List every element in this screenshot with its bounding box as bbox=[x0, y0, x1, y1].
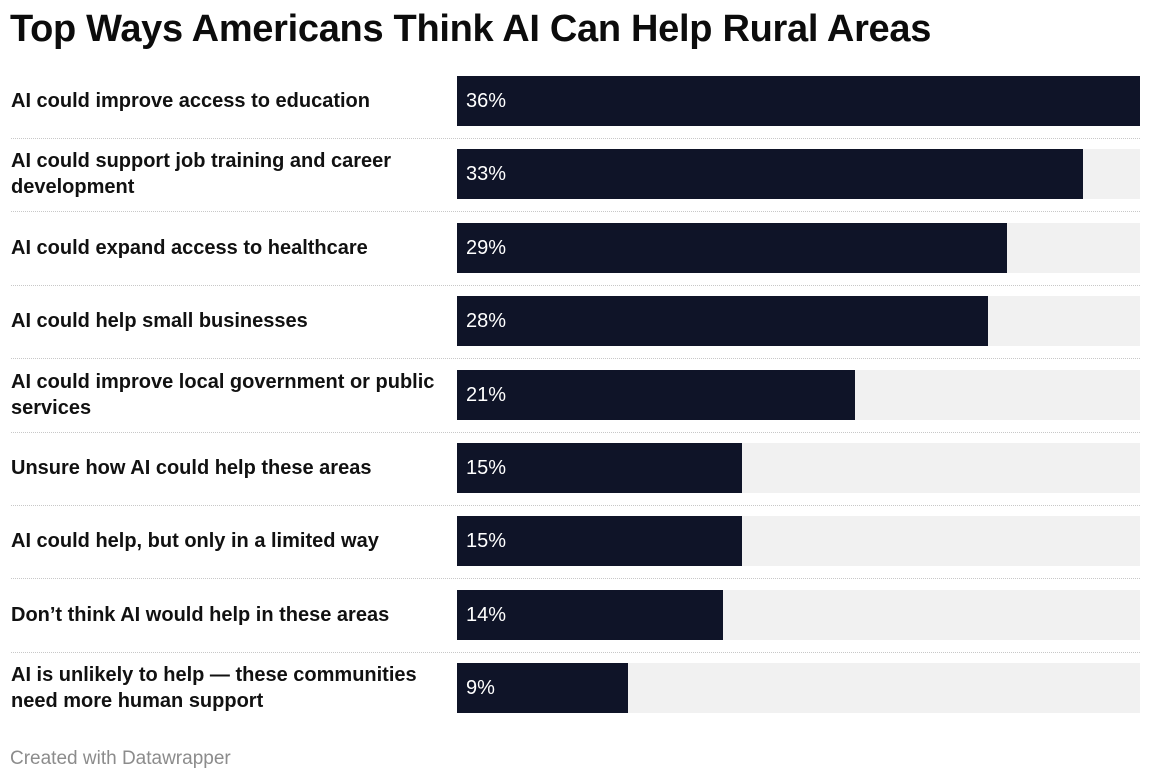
category-label: AI could improve local government or pub… bbox=[11, 371, 435, 419]
row-divider bbox=[11, 285, 1140, 286]
category-label: AI could improve access to education bbox=[11, 90, 370, 112]
row-divider bbox=[11, 432, 1140, 433]
value-label: 21% bbox=[466, 384, 507, 406]
value-label: 9% bbox=[466, 677, 495, 699]
bar-track: 29% bbox=[457, 223, 1140, 273]
value-label: 14% bbox=[466, 604, 507, 626]
bar bbox=[457, 370, 855, 420]
category-label: Don’t think AI would help in these areas bbox=[11, 604, 390, 626]
bar bbox=[457, 443, 742, 493]
value-label: 15% bbox=[466, 457, 507, 479]
category-label: AI could help small businesses bbox=[11, 310, 308, 332]
row-divider bbox=[11, 211, 1140, 212]
bar-track: 15% bbox=[457, 516, 1140, 566]
bar bbox=[457, 76, 1140, 126]
bar bbox=[457, 223, 1007, 273]
row-divider bbox=[11, 138, 1140, 139]
row-divider bbox=[11, 578, 1140, 579]
bar bbox=[457, 663, 628, 713]
value-label: 29% bbox=[466, 237, 507, 259]
value-label: 33% bbox=[466, 163, 507, 185]
row-divider bbox=[11, 358, 1140, 359]
bar-track: 28% bbox=[457, 296, 1140, 346]
value-label: 15% bbox=[466, 530, 507, 552]
row-divider bbox=[11, 652, 1140, 653]
bar bbox=[457, 590, 723, 640]
chart-title: Top Ways Americans Think AI Can Help Rur… bbox=[10, 8, 932, 50]
category-label: Unsure how AI could help these areas bbox=[11, 457, 372, 479]
row-divider bbox=[11, 505, 1140, 506]
bar-track: 33% bbox=[457, 149, 1140, 199]
bar-track: 15% bbox=[457, 443, 1140, 493]
bar-track: 14% bbox=[457, 590, 1140, 640]
credit-footer: Created with Datawrapper bbox=[10, 748, 231, 769]
bar bbox=[457, 149, 1083, 199]
bar bbox=[457, 516, 742, 566]
bar-track: 21% bbox=[457, 370, 1140, 420]
bar-track: 36% bbox=[457, 76, 1140, 126]
category-label: AI could support job training and career… bbox=[11, 150, 392, 198]
bar-track: 9% bbox=[457, 663, 1140, 713]
value-label: 36% bbox=[466, 90, 507, 112]
value-label: 28% bbox=[466, 310, 507, 332]
category-label: AI is unlikely to help — these communiti… bbox=[11, 664, 417, 712]
category-label: AI could help, but only in a limited way bbox=[11, 530, 379, 552]
bar bbox=[457, 296, 988, 346]
category-label: AI could expand access to healthcare bbox=[11, 237, 368, 259]
